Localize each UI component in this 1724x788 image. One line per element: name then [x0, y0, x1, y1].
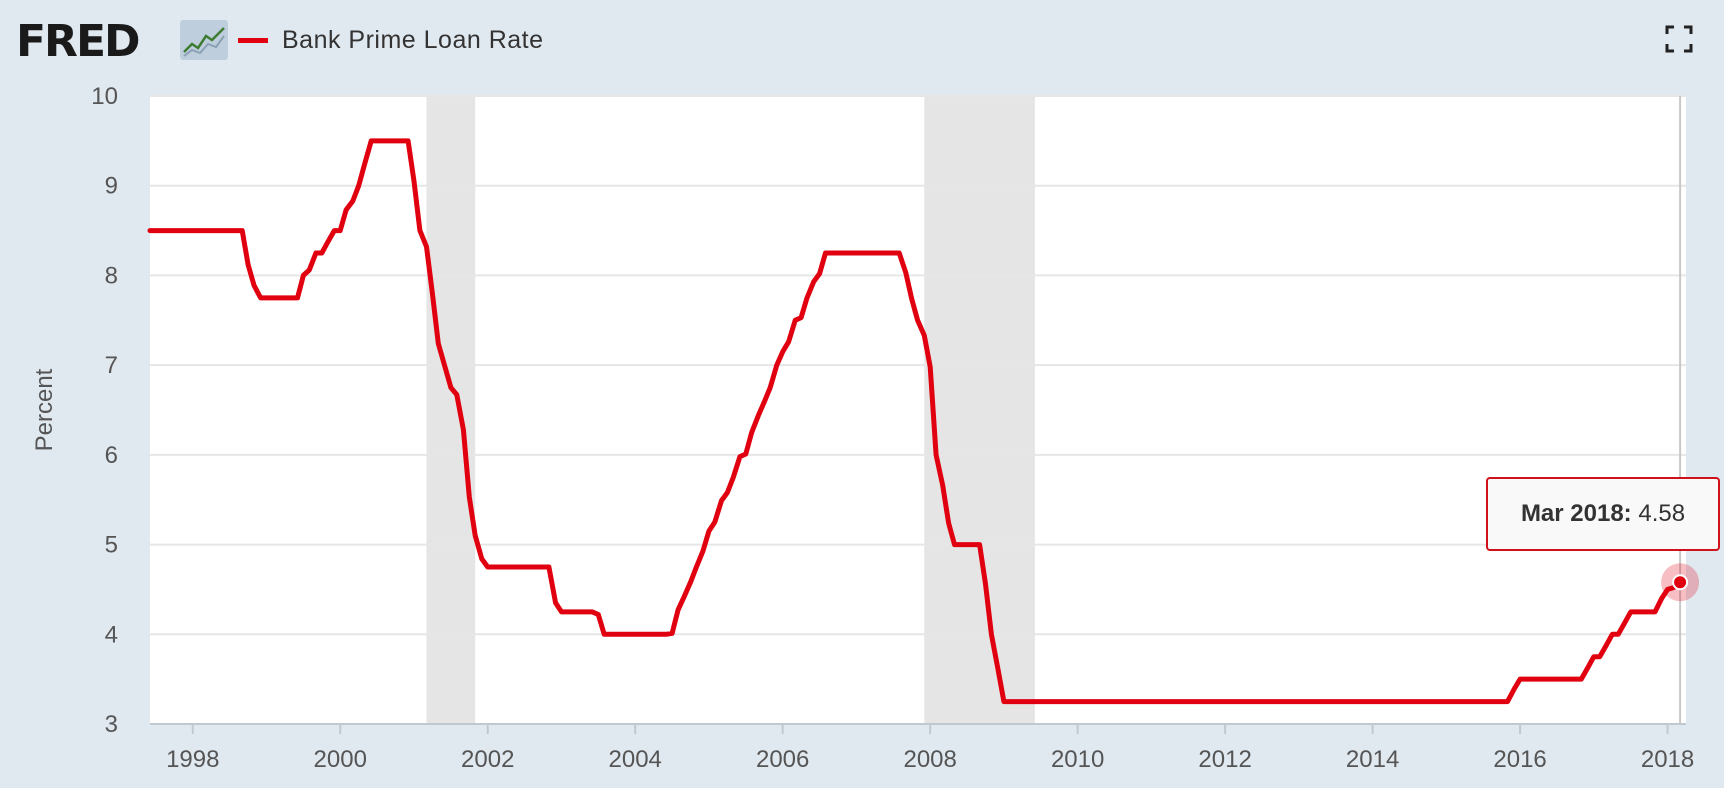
x-tick-label: 2008 [903, 746, 956, 773]
x-tick-label: 2018 [1641, 746, 1694, 773]
y-tick-label: 8 [105, 262, 118, 289]
x-tick-label: 2010 [1051, 746, 1104, 773]
x-axis: 1998 2000 2002 2004 2006 2008 2010 2012 2014 2016… [150, 723, 1694, 773]
y-tick-label: 10 [91, 83, 118, 110]
chart-header: FRED Bank Prime Loan Rate [0, 0, 1724, 90]
series-title[interactable]: Bank Prime Loan Rate [282, 25, 544, 54]
x-tick-label: 1998 [166, 746, 219, 773]
plot-background [150, 96, 1686, 724]
y-axis-title: Percent [31, 368, 58, 451]
x-tick-label: 2012 [1198, 746, 1251, 773]
legend-swatch [238, 37, 268, 43]
fullscreen-icon[interactable] [1662, 22, 1696, 56]
y-tick-label: 7 [105, 352, 118, 379]
recession-band [426, 96, 476, 724]
tooltip-date: Mar 2018: [1520, 500, 1632, 527]
fred-logo[interactable]: FRED [16, 16, 141, 67]
legend: Bank Prime Loan Rate [238, 20, 544, 60]
recession-band [924, 96, 1035, 724]
y-tick-label: 4 [105, 621, 118, 648]
y-tick-label: 5 [105, 532, 118, 559]
y-tick-label: 9 [105, 173, 118, 200]
gridlines [150, 95, 1686, 725]
x-tick-label: 2002 [461, 746, 514, 773]
y-tick-label: 3 [105, 711, 118, 738]
x-tick-label: 2000 [314, 746, 367, 773]
tooltip: Mar 2018: 4.58 [1486, 477, 1720, 551]
x-tick-label: 2016 [1493, 746, 1546, 773]
y-tick-label: 6 [105, 442, 118, 469]
x-tick-label: 2004 [609, 746, 662, 773]
x-tick-label: 2014 [1346, 746, 1399, 773]
recession-shading [426, 96, 1035, 724]
highlight-point[interactable] [1672, 574, 1689, 591]
series-line[interactable] [147, 138, 1683, 705]
fred-chart-icon [180, 20, 228, 60]
y-axis: 3 4 5 6 7 8 9 10 [91, 83, 118, 738]
tooltip-value: 4.58 [1638, 500, 1686, 527]
x-tick-label: 2006 [756, 746, 809, 773]
